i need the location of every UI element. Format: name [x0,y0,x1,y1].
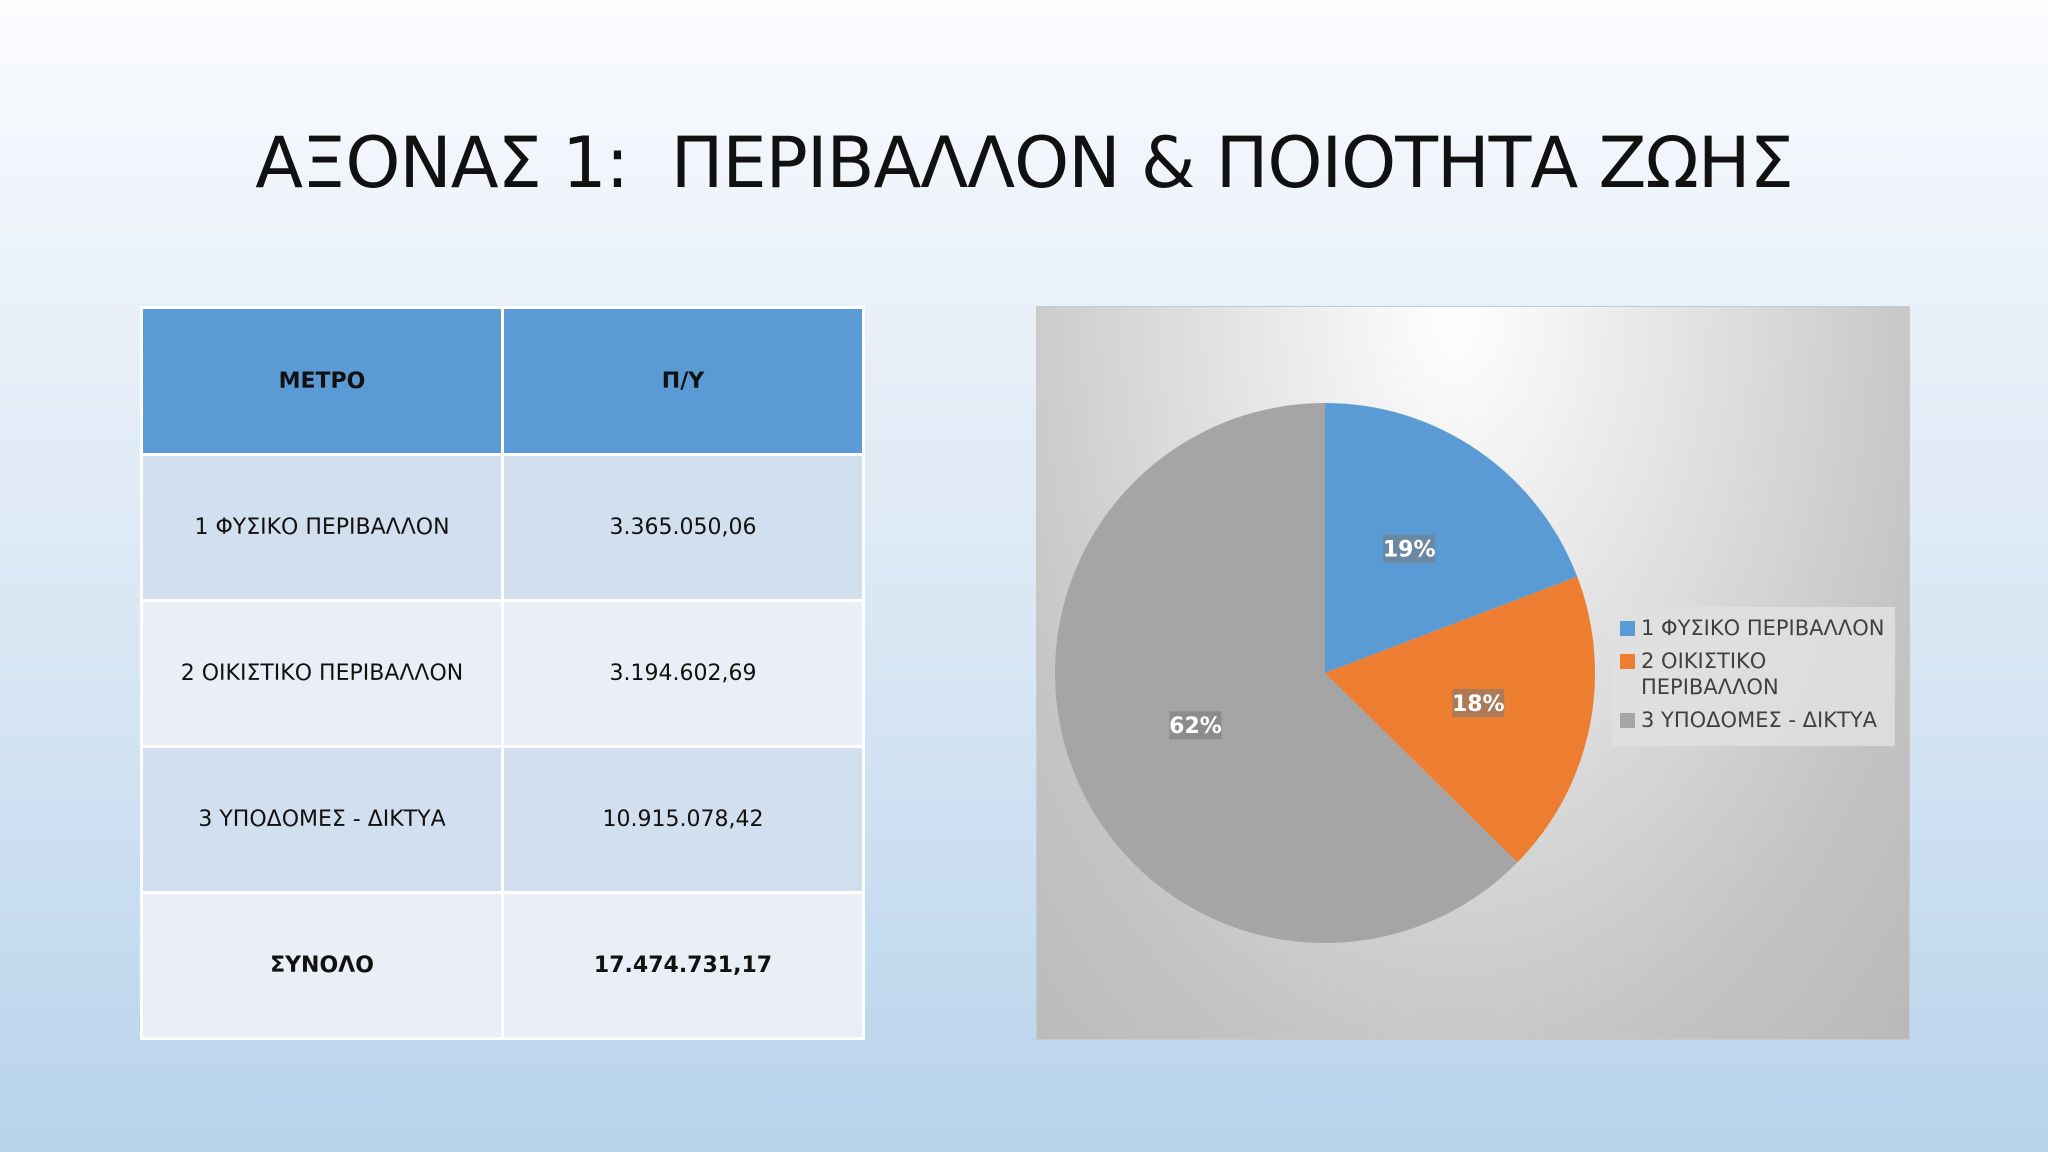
slice-percent-label: 18% [1452,692,1505,717]
table-row: 1 ΦΥΣΙΚΟ ΠΕΡΙΒΑΛΛΟΝ 3.365.050,06 [140,453,865,602]
table-row: 2 ΟΙΚΙΣΤΙΚΟ ΠΕΡΙΒΑΛΛΟΝ 3.194.602,69 [140,599,865,748]
legend-swatch [1620,654,1635,669]
budget-table: ΜΕΤΡΟ Π/Υ 1 ΦΥΣΙΚΟ ΠΕΡΙΒΑΛΛΟΝ 3.365.050,… [140,306,865,1040]
measure-cell: 2 ΟΙΚΙΣΤΙΚΟ ΠΕΡΙΒΑΛΛΟΝ [140,599,504,748]
pie-slice [1054,403,1518,943]
pie-slice [1325,403,1578,673]
table-header-row: ΜΕΤΡΟ Π/Υ [140,306,865,456]
pie-chart: 19% 18% 62% [1054,403,1595,943]
legend-swatch [1620,713,1635,728]
total-value-cell: 17.474.731,17 [501,891,865,1040]
header-budget: Π/Υ [501,306,865,456]
slice-percent-label: 62% [1169,714,1222,739]
pie-slice [1325,576,1595,863]
header-measure: ΜΕΤΡΟ [140,306,504,456]
table-row: 3 ΥΠΟΔΟΜΕΣ - ΔΙΚΤΥΑ 10.915.078,42 [140,745,865,894]
measure-cell: 3 ΥΠΟΔΟΜΕΣ - ΔΙΚΤΥΑ [140,745,504,894]
budget-cell: 3.365.050,06 [501,453,865,602]
budget-cell: 10.915.078,42 [501,745,865,894]
measure-cell: 1 ΦΥΣΙΚΟ ΠΕΡΙΒΑΛΛΟΝ [140,453,504,602]
legend-swatch [1620,621,1635,636]
budget-cell: 3.194.602,69 [501,599,865,748]
total-label-cell: ΣΥΝΟΛΟ [140,891,504,1040]
legend-label: 3 ΥΠΟΔΟΜΕΣ - ΔΙΚΤΥΑ [1641,708,1878,732]
legend-item: 3 ΥΠΟΔΟΜΕΣ - ΔΙΚΤΥΑ [1620,707,1889,733]
legend-item: 2 ΟΙΚΙΣΤΙΚΟ ΠΕΡΙΒΑΛΛΟΝ [1620,648,1889,700]
legend-label: 1 ΦΥΣΙΚΟ ΠΕΡΙΒΑΛΛΟΝ [1641,616,1885,640]
table-total-row: ΣΥΝΟΛΟ 17.474.731,17 [140,891,865,1040]
data-label-background [1383,534,1436,563]
chart-legend: 1 ΦΥΣΙΚΟ ΠΕΡΙΒΑΛΛΟΝ 2 ΟΙΚΙΣΤΙΚΟ ΠΕΡΙΒΑΛΛΟ… [1612,607,1895,746]
slice-percent-label: 19% [1383,538,1436,563]
pie-chart-panel: 19% 18% 62% 1 ΦΥΣΙΚΟ ΠΕΡΙΒΑΛΛΟΝ 2 ΟΙΚΙΣΤΙΚΟ… [1036,306,1910,1040]
slide-title: ΑΞΟΝΑΣ 1: ΠΕΡΙΒΑΛΛΟΝ & ΠΟΙΟΤΗΤΑ ΖΩΗΣ [255,122,1794,204]
data-label-background [1169,711,1222,740]
legend-item: 1 ΦΥΣΙΚΟ ΠΕΡΙΒΑΛΛΟΝ [1620,615,1889,641]
data-label-background [1452,689,1505,718]
legend-label: 2 ΟΙΚΙΣΤΙΚΟ ΠΕΡΙΒΑΛΛΟΝ [1641,649,1779,699]
